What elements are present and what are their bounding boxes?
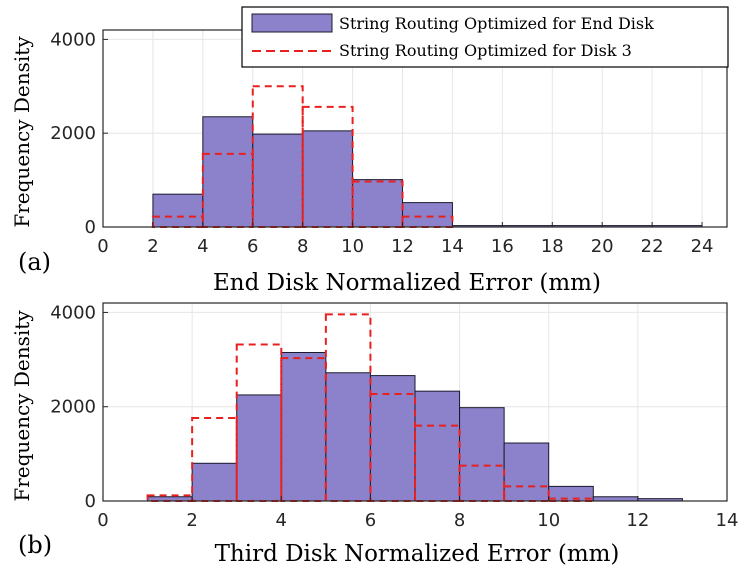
panel-a-end-disk-bar: [202, 116, 254, 228]
legend-end-disk-label: String Routing Optimized for End Disk: [339, 14, 654, 33]
legend-disk3-label: String Routing Optimized for Disk 3: [339, 41, 632, 60]
panel-a-x-tick-label: 16: [491, 236, 514, 257]
panel-a-x-tick-label: 24: [691, 236, 714, 257]
panel-b-end-disk-bar: [325, 372, 371, 502]
panel-b: 0 2 4 6 8 10 12 14 0 2000 4000 Third Disk Normaliz…: [10, 302, 738, 567]
panel-a-x-tick-label: 6: [247, 236, 258, 257]
panel-a-x-tick-label: 2: [147, 236, 158, 257]
panel-a-end-disk-bars: [152, 116, 703, 228]
panel-b-y-tick-label: 0: [85, 491, 96, 512]
panel-b-ticks: 0 2 4 6 8 10 12 14 0 2000 4000: [50, 302, 738, 531]
panel-b-y-tick-label: 2000: [50, 397, 96, 418]
panel-b-end-disk-bar: [459, 407, 505, 502]
panel-a-x-tick-label: 18: [541, 236, 564, 257]
panel-b-end-disk-bar: [236, 394, 282, 502]
panel-a-y-tick-label: 2000: [50, 123, 96, 144]
panel-a-x-tick-label: 22: [641, 236, 664, 257]
panel-a-x-tick-label: 12: [391, 236, 414, 257]
panel-a-x-axis-label: End Disk Normalized Error (mm): [213, 270, 601, 296]
panel-b-x-axis-label: Third Disk Normalized Error (mm): [215, 541, 620, 567]
panel-b-end-disk-bar: [280, 352, 327, 502]
panel-b-y-axis-label: Frequency Density: [10, 310, 34, 502]
panel-b-axes-box: [102, 302, 728, 502]
panel-a-end-disk-bar: [152, 193, 204, 228]
panel-a-end-disk-bar: [252, 133, 304, 228]
panel-b-disk3-outline: [235, 343, 283, 502]
panel-a-y-tick-label: 4000: [50, 29, 96, 50]
panel-a-end-disk-bar: [302, 130, 354, 228]
panel-a-legend: String Routing Optimized for End Disk St…: [241, 6, 729, 68]
panel-a-y-axis-label: Frequency Density: [10, 36, 34, 228]
panel-b-y-tick-label: 4000: [50, 302, 96, 323]
panel-b-end-disk-bar: [191, 462, 238, 502]
legend-end-disk-swatch: [251, 13, 333, 33]
panel-b-x-tick-label: 12: [626, 510, 649, 531]
panel-a-label: (a): [18, 248, 51, 276]
panel-b-x-tick-label: 4: [276, 510, 287, 531]
panel-a-x-tick-label: 0: [97, 236, 108, 257]
panel-b-disk3-outline: [503, 485, 550, 502]
panel-b-x-tick-label: 14: [716, 510, 739, 531]
panel-a-x-tick-label: 10: [341, 236, 364, 257]
panel-a-y-tick-label: 0: [85, 217, 96, 238]
panel-b-x-tick-label: 10: [537, 510, 560, 531]
panel-b-end-disk-bar: [414, 390, 461, 502]
panel-b-x-tick-label: 8: [454, 510, 465, 531]
panel-a-end-disk-bar: [402, 202, 453, 228]
panel-a-x-tick-label: 14: [441, 236, 464, 257]
panel-a-end-disk-bar: [352, 179, 404, 228]
panel-b-x-tick-label: 2: [186, 510, 197, 531]
panel-b-label: (b): [18, 531, 52, 559]
panel-b-end-disk-bar: [592, 496, 639, 502]
panel-a-x-tick-label: 8: [297, 236, 308, 257]
panel-b-x-tick-label: 0: [97, 510, 108, 531]
panel-b-x-tick-label: 6: [365, 510, 376, 531]
panel-a-x-tick-label: 20: [591, 236, 614, 257]
panel-a-x-tick-label: 4: [197, 236, 208, 257]
panel-b-end-disk-bar: [503, 442, 550, 502]
